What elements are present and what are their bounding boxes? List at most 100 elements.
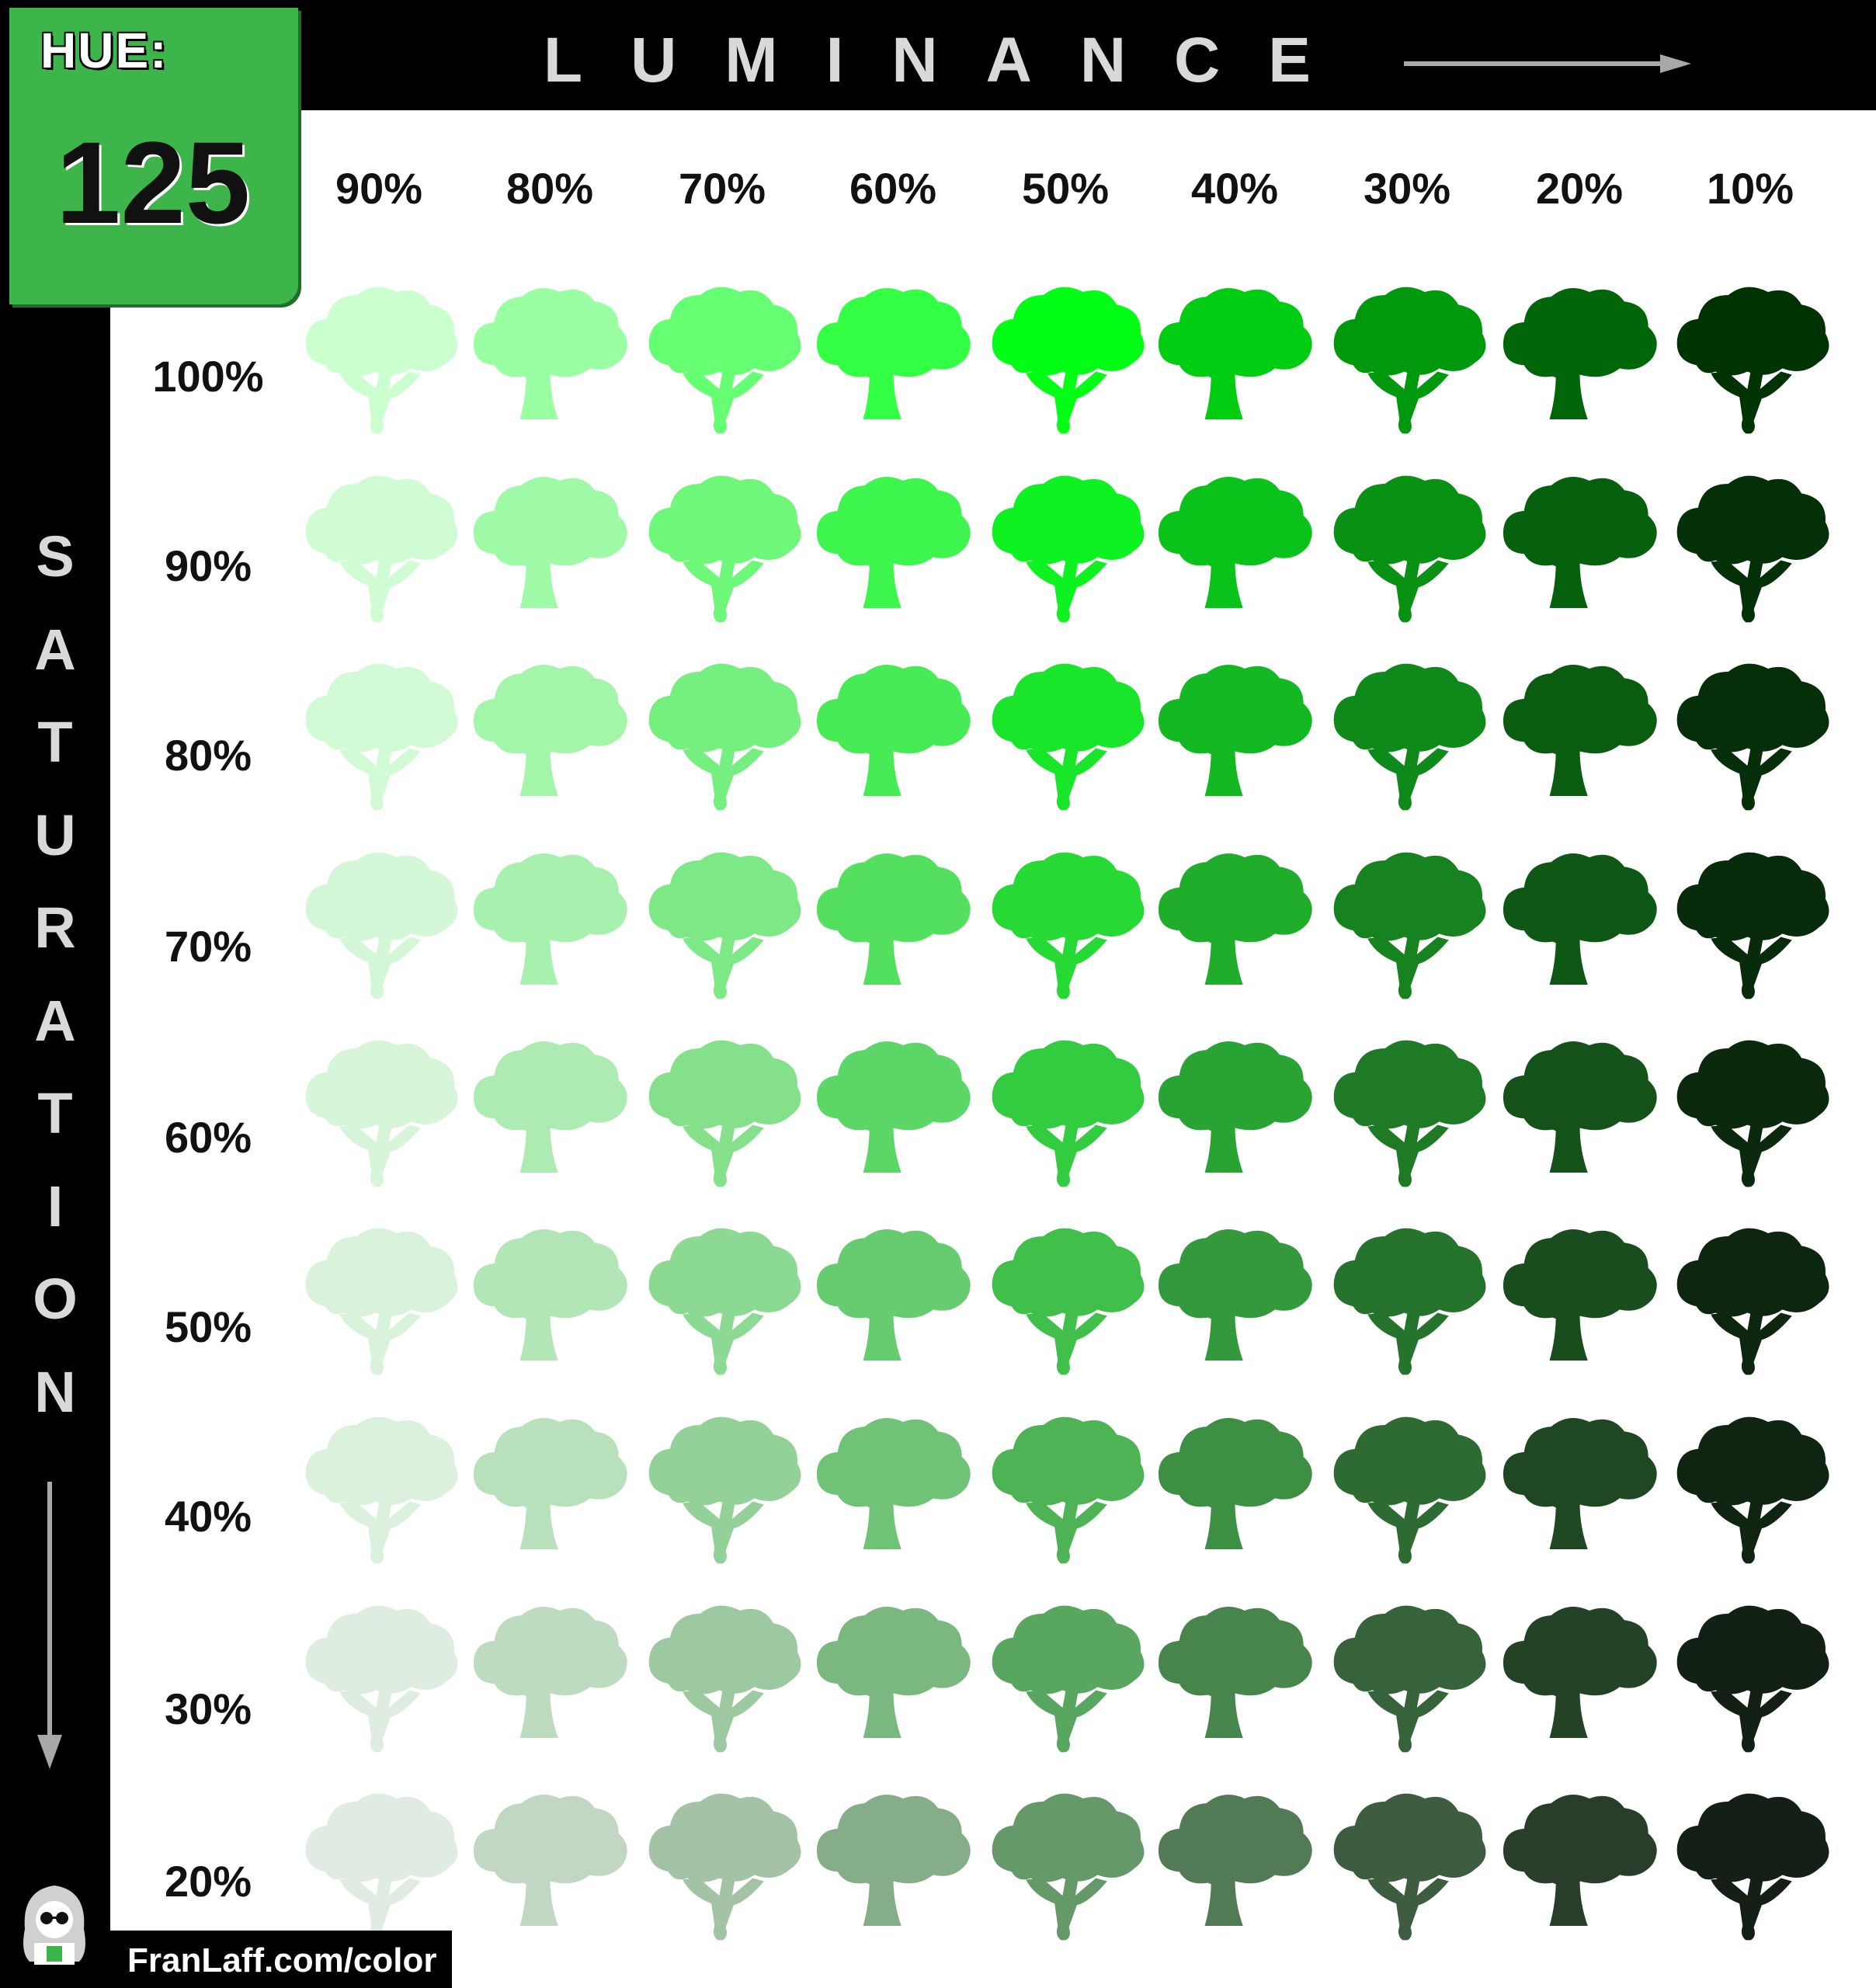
tree-swatch-icon <box>1333 663 1486 811</box>
tree-swatch-icon <box>648 1040 801 1187</box>
tree-swatch-icon <box>1676 1793 1829 1941</box>
luminance-label: 80% <box>505 164 594 213</box>
tree-swatch-icon <box>1503 853 1657 985</box>
tree-swatch-icon <box>1503 665 1657 796</box>
tree-swatch-icon <box>648 1793 801 1941</box>
tree-swatch-icon <box>992 1793 1145 1941</box>
tree-swatch-icon <box>992 1228 1145 1375</box>
tree-swatch-icon <box>1333 1416 1486 1564</box>
tree-swatch-icon <box>305 1416 458 1564</box>
tree-swatch-icon <box>305 663 458 811</box>
footer-bar <box>110 1931 452 1988</box>
tree-swatch-icon <box>816 1607 971 1738</box>
luminance-label: 90% <box>335 164 423 213</box>
tree-swatch-icon <box>1158 1229 1312 1361</box>
tree-swatch-icon <box>816 288 971 419</box>
saturation-label: 80% <box>164 731 252 780</box>
tree-swatch-icon <box>992 663 1145 811</box>
tree-swatch-icon <box>1676 1605 1829 1753</box>
tree-swatch-icon <box>992 475 1145 623</box>
tree-swatch-icon <box>1158 665 1312 796</box>
tree-swatch-icon <box>648 1605 801 1753</box>
tree-swatch-icon <box>648 852 801 999</box>
arrow-down-icon <box>37 1482 62 1769</box>
tree-swatch-icon <box>992 287 1145 434</box>
tree-swatch-icon <box>1503 1607 1657 1738</box>
tree-swatch-icon <box>648 1416 801 1564</box>
tree-swatch-icon <box>305 1228 458 1375</box>
tree-swatch-icon <box>1503 1418 1657 1549</box>
tree-swatch-icon <box>816 1041 971 1173</box>
tree-swatch-icon <box>473 1607 627 1738</box>
saturation-title-letter: N <box>34 1359 76 1424</box>
tree-swatch-icon <box>1158 1795 1312 1926</box>
luminance-label: 30% <box>1363 164 1451 213</box>
tree-swatch-icon <box>816 477 971 608</box>
tree-swatch-icon <box>1333 1605 1486 1753</box>
tree-swatch-icon <box>305 852 458 999</box>
footer-credit[interactable]: FranLaff.com/color <box>127 1941 437 1979</box>
tree-swatch-icon <box>1676 852 1829 999</box>
tree-swatch-icon <box>992 1040 1145 1187</box>
tree-swatch-icon <box>1333 287 1486 434</box>
left-bar <box>0 0 110 1988</box>
saturation-label: 90% <box>164 541 252 590</box>
tree-swatch-icon <box>648 475 801 623</box>
tree-swatch-icon <box>1333 475 1486 623</box>
tree-swatch-icon <box>1158 1418 1312 1549</box>
tree-swatch-icon <box>473 665 627 796</box>
tree-swatch-icon <box>473 1795 627 1926</box>
hue-box: HUE: 125 <box>9 8 298 304</box>
saturation-label: 30% <box>164 1684 252 1733</box>
tree-swatch-icon <box>305 475 458 623</box>
tree-swatch-icon <box>473 1041 627 1173</box>
top-bar <box>0 0 1876 110</box>
tree-swatch-icon <box>1158 853 1312 985</box>
tree-swatch-icon <box>1676 287 1829 434</box>
saturation-label: 50% <box>164 1302 252 1351</box>
luminance-label: 40% <box>1190 164 1279 213</box>
saturation-label: 20% <box>164 1857 252 1906</box>
tree-swatch-icon <box>1333 852 1486 999</box>
tree-swatch-icon <box>1158 1607 1312 1738</box>
tree-swatch-icon <box>473 477 627 608</box>
tree-swatch-icon <box>1503 477 1657 608</box>
hue-value: 125 <box>56 117 251 248</box>
tree-swatch-icon <box>1676 663 1829 811</box>
luminance-label: 50% <box>1021 164 1110 213</box>
luminance-label: 20% <box>1535 164 1624 213</box>
tree-swatch-icon <box>1158 288 1312 419</box>
tree-swatch-icon <box>1676 1416 1829 1564</box>
saturation-title-letter: T <box>37 710 73 775</box>
tree-swatch-icon <box>305 1793 458 1941</box>
saturation-title-letter: A <box>34 617 76 682</box>
tree-swatch-icon <box>1503 288 1657 419</box>
tree-swatch-icon <box>1676 1228 1829 1375</box>
tree-swatch-icon <box>992 852 1145 999</box>
tree-swatch-icon <box>1333 1793 1486 1941</box>
tree-swatch-icon <box>1676 475 1829 623</box>
luminance-label: 70% <box>678 164 766 213</box>
luminance-label: 60% <box>849 164 937 213</box>
tree-swatch-icon <box>305 1605 458 1753</box>
tree-swatch-icon <box>648 1228 801 1375</box>
luminance-label: 10% <box>1706 164 1794 213</box>
saturation-title-letter: T <box>37 1081 73 1146</box>
tree-swatch-icon <box>1333 1228 1486 1375</box>
tree-swatch-icon <box>473 1229 627 1361</box>
tree-swatch-icon <box>1676 1040 1829 1187</box>
saturation-label: 60% <box>164 1113 252 1162</box>
tree-swatch-icon <box>648 287 801 434</box>
tree-swatch-icon <box>648 663 801 811</box>
saturation-label: 100% <box>152 352 264 401</box>
tree-swatch-icon <box>473 1418 627 1549</box>
avatar-icon <box>23 1885 85 1965</box>
tree-swatch-icon <box>816 1229 971 1361</box>
tree-swatch-icon <box>305 287 458 434</box>
tree-swatch-icon <box>816 665 971 796</box>
tree-swatch-icon <box>816 853 971 985</box>
tree-swatch-icon <box>1503 1229 1657 1361</box>
saturation-title-letter: S <box>36 524 75 589</box>
saturation-label: 40% <box>164 1492 252 1541</box>
